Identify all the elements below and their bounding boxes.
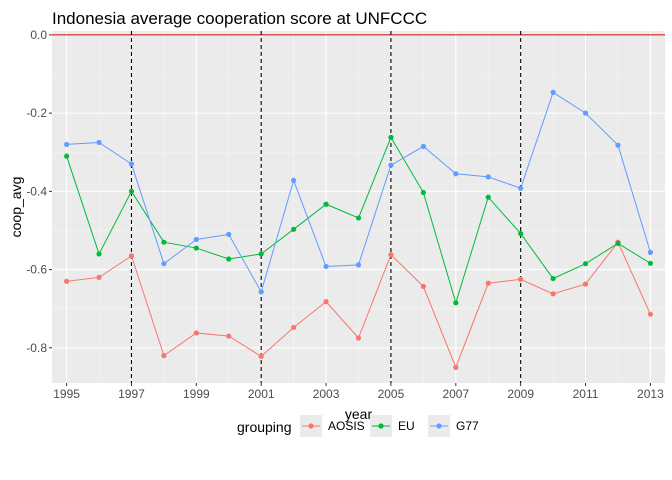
data-point-g77-2010 [550,89,556,96]
data-point-g77-2006 [420,143,426,149]
data-point-aosis-2010 [550,291,556,297]
data-point-aosis-2007 [453,364,459,370]
data-point-g77-1995 [63,141,70,148]
data-point-aosis-1999 [193,330,199,336]
data-point-g77-1999 [193,236,199,243]
data-point-g77-2002 [291,177,297,184]
chart-title: Indonesia average cooperation score at U… [52,9,427,28]
data-point-eu-1999 [193,245,199,251]
x-axis-title: year [345,406,373,422]
data-point-aosis-1998 [161,353,167,359]
grid-minor [52,31,665,383]
x-tick-label: 1997 [118,387,145,401]
data-point-g77-2009 [518,185,524,191]
y-axis-title: coop_avg [8,177,24,238]
data-point-eu-1997 [128,188,135,194]
data-point-eu-2006 [420,189,426,196]
legend: grouping AOSIS EU G77 [237,415,479,437]
y-tick-label: -0.4 [26,184,47,198]
data-point-g77-1996 [96,139,102,146]
data-point-aosis-2009 [518,276,524,282]
legend-label-g77: G77 [456,419,479,433]
x-tick-label: 1999 [183,387,210,401]
y-tick-label: -0.6 [26,263,47,277]
y-axis: 0.0 -0.2 -0.4 -0.6 -0.8 [26,28,52,355]
x-tick-label: 2009 [507,387,534,401]
y-tick-label: 0.0 [30,28,47,42]
data-point-aosis-1997 [128,253,135,259]
data-point-g77-2011 [582,110,589,116]
data-point-aosis-2006 [420,283,426,289]
data-point-aosis-2001 [258,353,264,360]
legend-label-aosis: AOSIS [328,419,365,433]
data-point-g77-2007 [453,171,459,177]
y-tick-label: -0.8 [26,341,47,355]
data-point-eu-1995 [63,153,70,159]
x-tick-label: 2013 [637,387,664,401]
data-point-aosis-2005 [388,252,394,258]
data-point-eu-2005 [388,134,394,140]
data-point-g77-2004 [355,262,362,268]
data-point-eu-2007 [453,300,459,306]
data-point-aosis-2000 [226,333,232,339]
data-point-eu-2012 [615,240,621,246]
data-point-aosis-2002 [291,324,297,331]
data-point-aosis-1995 [63,278,70,284]
x-tick-label: 1995 [53,387,80,401]
data-point-eu-1996 [96,251,102,257]
legend-title: grouping [237,419,292,435]
x-tick-label: 2011 [573,387,599,401]
data-point-eu-2013 [647,260,654,266]
data-point-g77-2003 [323,263,329,270]
data-point-eu-2010 [550,275,556,282]
data-point-aosis-2011 [582,281,589,287]
data-point-eu-1998 [161,239,167,245]
data-point-g77-2013 [647,249,654,255]
x-tick-label: 2007 [442,387,469,401]
x-tick-label: 2001 [248,387,275,401]
y-tick-label: -0.2 [26,106,47,120]
legend-key-point-g77 [436,423,442,429]
data-point-eu-2008 [485,194,491,200]
series-points [63,89,654,370]
data-point-aosis-2003 [323,299,329,305]
data-point-aosis-2004 [355,335,362,341]
x-axis: 1995 1997 1999 2001 2003 2005 2007 2009 2011 2013 [53,383,664,401]
data-point-eu-2002 [291,226,297,232]
data-point-g77-1998 [161,261,167,267]
data-point-eu-2011 [582,261,589,267]
legend-label-eu: EU [398,419,415,433]
data-point-g77-2001 [258,289,264,295]
x-tick-label: 2003 [313,387,340,401]
data-point-eu-2000 [226,256,232,262]
data-point-g77-2012 [615,142,621,148]
x-tick-label: 2005 [378,387,405,401]
data-point-aosis-2013 [647,311,654,317]
data-point-eu-2003 [323,201,329,207]
legend-key-point-aosis [308,423,314,429]
data-point-g77-2000 [226,231,232,237]
data-point-eu-2001 [258,251,264,257]
data-point-aosis-2008 [485,280,491,286]
data-point-eu-2009 [518,230,524,237]
data-point-g77-2008 [485,174,491,180]
data-point-eu-2004 [355,215,362,221]
legend-key-point-eu [378,423,384,429]
reference-lines [52,31,665,383]
data-point-aosis-1996 [96,274,102,280]
data-point-g77-1997 [128,161,135,167]
data-point-g77-2005 [388,162,394,168]
